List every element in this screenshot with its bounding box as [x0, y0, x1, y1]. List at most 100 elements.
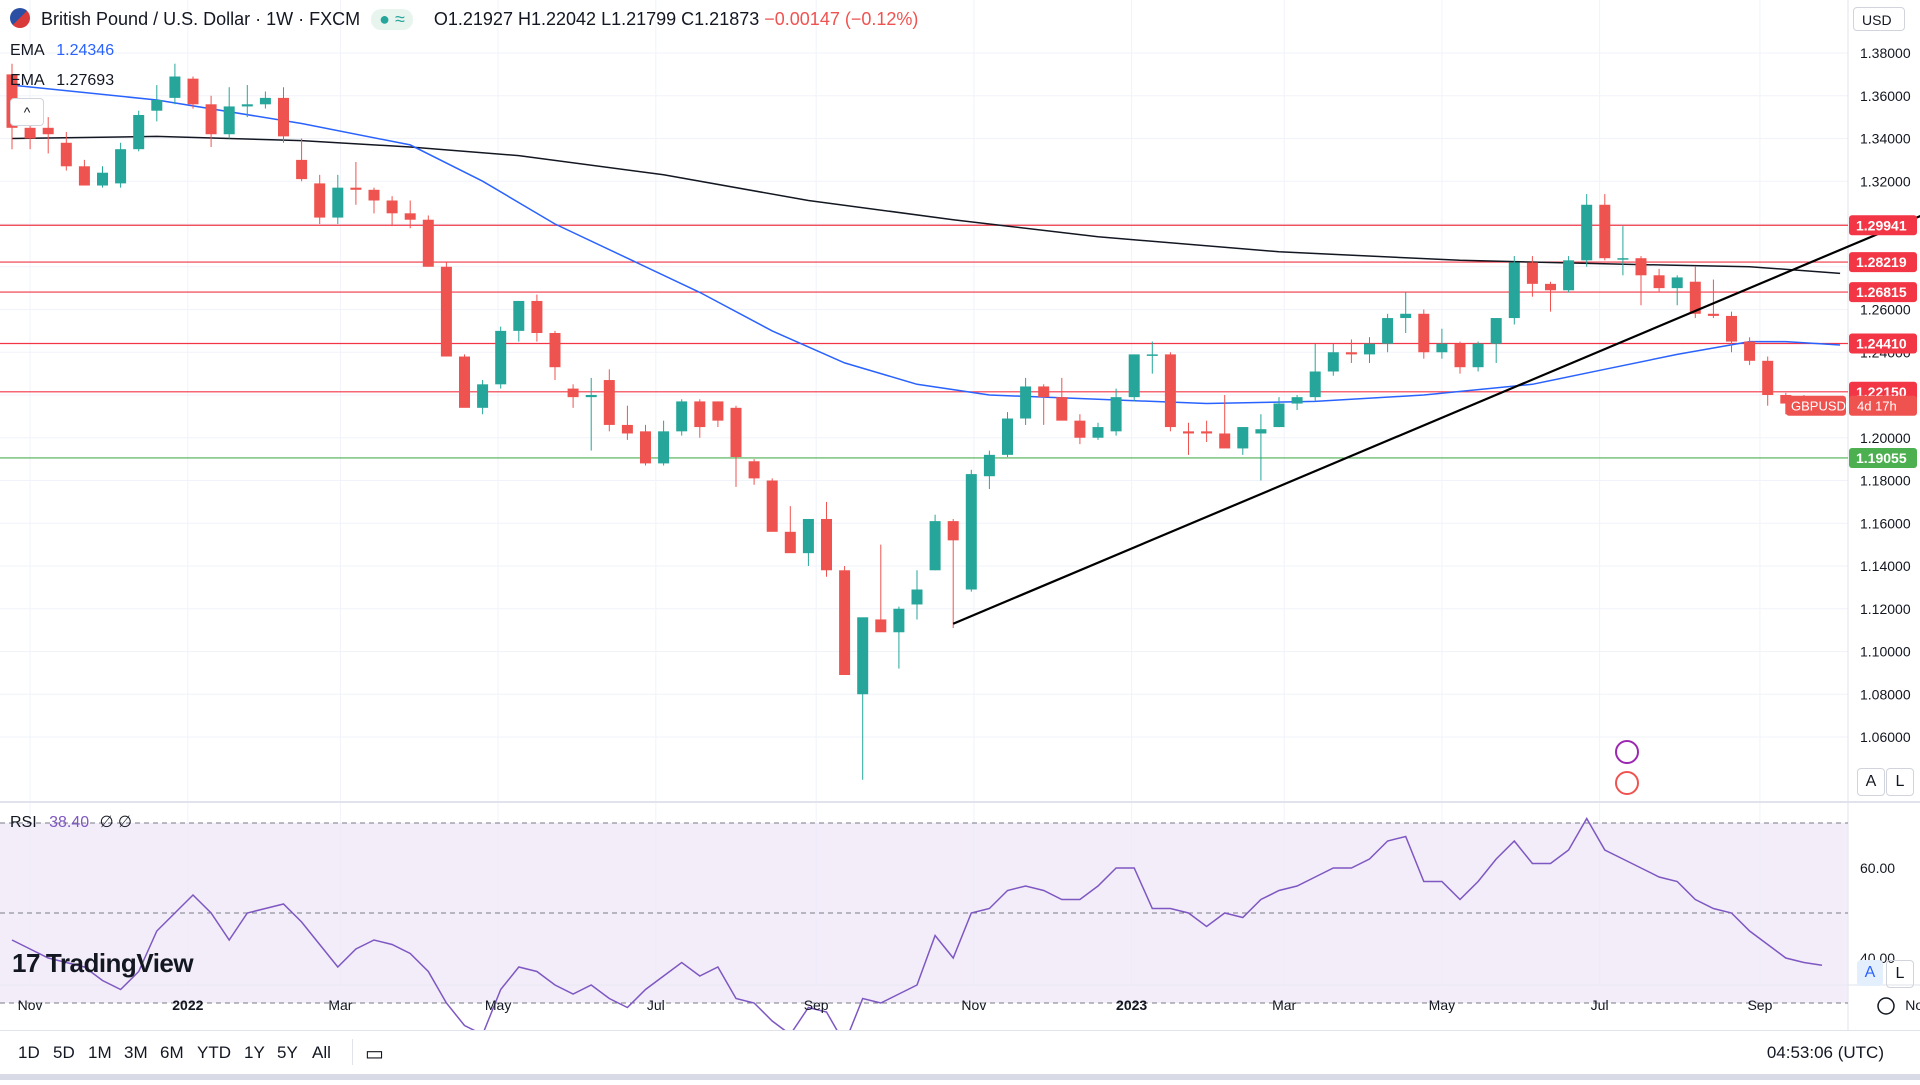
candle-body[interactable] — [296, 159, 308, 180]
candle-body[interactable] — [1002, 418, 1013, 455]
candle-body[interactable] — [983, 454, 995, 477]
candle-body[interactable] — [404, 213, 416, 220]
range-all-button[interactable]: All — [312, 1043, 331, 1062]
log-scale-button[interactable]: L — [1886, 768, 1914, 796]
candle-body[interactable] — [1689, 281, 1701, 314]
candle-body[interactable] — [839, 570, 851, 676]
utc-clock[interactable]: 04:53:06 (UTC) — [1766, 1043, 1884, 1062]
candle-body[interactable] — [784, 531, 796, 554]
currency-select[interactable]: USD — [1853, 7, 1905, 31]
candle-body[interactable] — [965, 474, 977, 590]
candle-body[interactable] — [947, 521, 959, 541]
candle-body[interactable] — [42, 127, 54, 135]
candle-body[interactable] — [857, 617, 869, 695]
candle-body[interactable] — [78, 166, 90, 186]
level-tag[interactable] — [1849, 252, 1917, 273]
candle-body[interactable] — [1762, 360, 1774, 395]
candle-body[interactable] — [440, 266, 452, 357]
candle-body[interactable] — [1726, 315, 1737, 342]
dividend-event-icon[interactable] — [1615, 740, 1639, 764]
candle-body[interactable] — [1110, 397, 1122, 432]
candle-body[interactable] — [1273, 403, 1285, 428]
candle-body[interactable] — [1581, 204, 1593, 261]
candle-body[interactable] — [241, 104, 253, 107]
candle-body[interactable] — [1707, 313, 1719, 316]
candle-body[interactable] — [1545, 283, 1556, 291]
candle-body[interactable] — [893, 608, 905, 633]
candle-body[interactable] — [1436, 343, 1448, 353]
candle-body[interactable] — [495, 330, 507, 385]
rsi-auto-scale-button[interactable]: A — [1857, 960, 1883, 986]
candle-body[interactable] — [1092, 427, 1104, 438]
candle-body[interactable] — [151, 100, 163, 111]
candle-body[interactable] — [1128, 354, 1140, 398]
candle-body[interactable] — [1454, 343, 1466, 368]
candle-body[interactable] — [1400, 313, 1412, 319]
candle-body[interactable] — [1744, 341, 1756, 361]
candle-body[interactable] — [658, 431, 670, 464]
candle-body[interactable] — [1653, 275, 1665, 289]
candle-body[interactable] — [115, 149, 127, 184]
candle-body[interactable] — [60, 142, 72, 167]
candle-body[interactable] — [1635, 258, 1647, 276]
candle-body[interactable] — [1617, 258, 1629, 260]
candle-body[interactable] — [133, 114, 145, 150]
trendline[interactable] — [952, 181, 1920, 625]
candle-body[interactable] — [676, 401, 688, 432]
rsi-line[interactable] — [11, 816, 1823, 1046]
candle-body[interactable] — [802, 518, 814, 554]
range-1m-button[interactable]: 1M — [88, 1043, 112, 1062]
candle-body[interactable] — [422, 219, 434, 267]
candle-body[interactable] — [1255, 429, 1267, 434]
candle-body[interactable] — [821, 518, 832, 571]
range-5d-button[interactable]: 5D — [53, 1043, 75, 1062]
candle-body[interactable] — [1472, 343, 1484, 368]
candle-body[interactable] — [1526, 262, 1538, 284]
candle-body[interactable] — [730, 407, 742, 457]
candle-body[interactable] — [314, 183, 326, 218]
candle-body[interactable] — [1563, 260, 1575, 291]
candle-body[interactable] — [513, 300, 525, 331]
candle-body[interactable] — [1183, 431, 1194, 434]
candle-body[interactable] — [1345, 352, 1357, 355]
symbol-legend[interactable]: British Pound / U.S. Dollar · 1W · FXCM … — [10, 8, 918, 30]
candle-body[interactable] — [1599, 204, 1611, 259]
candle-body[interactable] — [24, 127, 36, 139]
candle-body[interactable] — [350, 187, 362, 190]
candle-body[interactable] — [929, 521, 941, 571]
market-status-badge[interactable]: ● ≈ — [371, 9, 413, 30]
level-tag[interactable] — [1849, 215, 1917, 236]
level-tag[interactable] — [1849, 282, 1917, 303]
candle-body[interactable] — [875, 619, 887, 633]
candle-body[interactable] — [386, 200, 398, 214]
candle-body[interactable] — [1309, 371, 1321, 398]
candle-body[interactable] — [1490, 318, 1502, 344]
collapse-legend-button[interactable]: ^ — [10, 98, 44, 126]
candle-body[interactable] — [712, 401, 724, 421]
candle-body[interactable] — [1671, 277, 1683, 289]
candle-body[interactable] — [259, 97, 271, 105]
candle-body[interactable] — [477, 384, 489, 408]
symbol-price-tag[interactable] — [1786, 395, 1846, 416]
ema-fast-legend[interactable]: EMA 1.24346 — [10, 42, 114, 60]
range-ytd-button[interactable]: YTD — [197, 1043, 231, 1062]
candle-body[interactable] — [585, 395, 597, 398]
candle-body[interactable] — [1164, 354, 1176, 428]
candle-body[interactable] — [621, 424, 633, 434]
rsi-legend[interactable]: RSI 38.40 ∅ ∅ — [10, 812, 132, 832]
rsi-log-scale-button[interactable]: L — [1886, 960, 1914, 988]
candle-body[interactable] — [1146, 354, 1158, 356]
range-3m-button[interactable]: 3M — [124, 1043, 148, 1062]
candle-body[interactable] — [1074, 420, 1086, 438]
candle-body[interactable] — [368, 189, 380, 201]
candle-body[interactable] — [1056, 397, 1068, 421]
candle-body[interactable] — [1780, 395, 1792, 404]
range-5y-button[interactable]: 5Y — [277, 1043, 298, 1062]
us-economic-event-icon[interactable] — [1615, 771, 1639, 795]
candle-body[interactable] — [97, 172, 108, 186]
candle-body[interactable] — [1020, 386, 1032, 419]
candle-body[interactable] — [1201, 431, 1213, 434]
candle-body[interactable] — [187, 78, 199, 105]
candle-body[interactable] — [748, 461, 760, 479]
